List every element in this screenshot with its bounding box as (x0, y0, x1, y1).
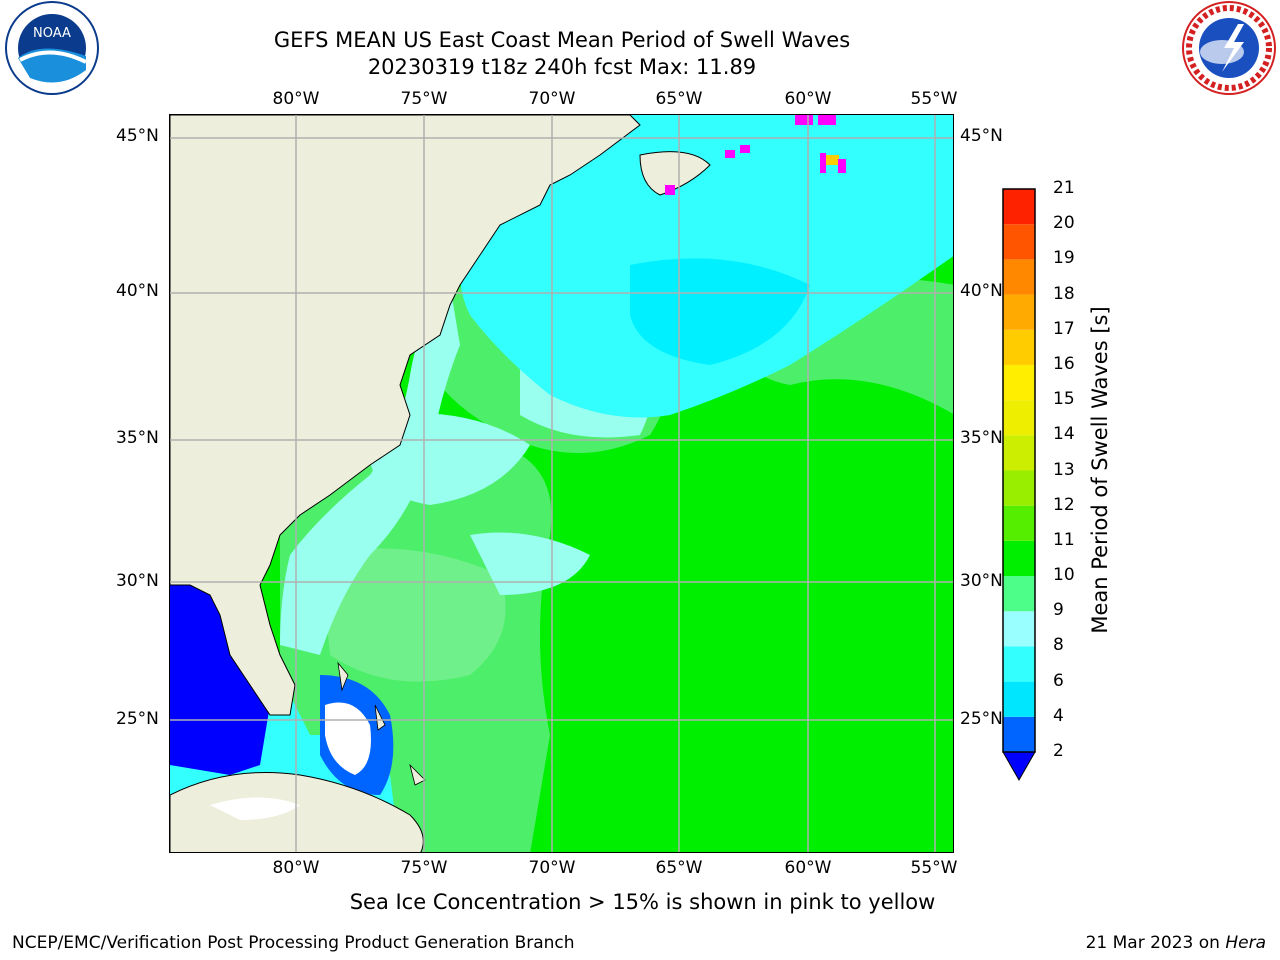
map-canvas (170, 115, 953, 852)
footer-machine: Hera (1225, 933, 1266, 953)
colorbar-tick-label: 2 (1053, 741, 1064, 761)
colorbar-extend-triangle (1002, 751, 1036, 782)
lon-label-top: 75°W (400, 89, 448, 109)
land-bahamas (409, 763, 426, 786)
lat-label-left: 25°N (116, 709, 159, 729)
lon-label-top: 65°W (655, 89, 703, 109)
sea-ice-pixel (740, 145, 750, 153)
colorbar-segment (1003, 716, 1035, 752)
colorbar (1002, 188, 1036, 782)
ocean-period-8-9 (280, 285, 460, 655)
sea-ice-note: Sea Ice Concentration > 15% is shown in … (349, 890, 936, 914)
lon-label-top: 55°W (910, 89, 958, 109)
nws-logo (1178, 0, 1280, 100)
lat-label-right: 35°N (960, 428, 1003, 448)
land-bahamas (374, 704, 386, 731)
colorbar-segment (1003, 224, 1035, 260)
colorbar-tick-label: 12 (1053, 494, 1075, 515)
gridlines (170, 115, 953, 852)
lat-label-right: 30°N (960, 571, 1003, 591)
sea-ice-pixel (818, 115, 836, 125)
ocean-period-8-9 (470, 532, 590, 595)
colorbar-tick-label: 15 (1053, 389, 1075, 410)
colorbar-tick-label: 11 (1053, 529, 1075, 550)
lat-label-left: 45°N (116, 126, 159, 146)
lat-label-left: 40°N (116, 281, 159, 301)
colorbar-tick-label: 14 (1053, 424, 1075, 445)
colorbar-segment (1003, 681, 1035, 717)
lat-label-right: 40°N (960, 281, 1003, 301)
sea-ice-pixel (825, 155, 839, 165)
noaa-logo: NOAA (0, 0, 104, 100)
shallow-bank (210, 797, 300, 820)
colorbar-segment (1003, 435, 1035, 471)
lon-label-bottom: 65°W (655, 858, 703, 878)
colorbar-segment (1003, 470, 1035, 506)
colorbar-tick-label: 13 (1053, 459, 1075, 480)
lat-label-left: 30°N (116, 571, 159, 591)
colorbar-segment (1003, 611, 1035, 647)
sea-ice-pixel (795, 115, 813, 125)
footer-credit: NCEP/EMC/Verification Post Processing Pr… (12, 933, 575, 953)
colorbar-segment (1003, 259, 1035, 295)
colorbar-tick-label: 4 (1053, 705, 1064, 726)
colorbar-segment (1003, 329, 1035, 365)
colorbar-frame (1002, 188, 1036, 753)
lat-label-right: 25°N (960, 709, 1003, 729)
colorbar-segment (1003, 646, 1035, 682)
sea-ice-pixel (725, 150, 735, 158)
chart-subtitle: 20230319 t18z 240h fcst Max: 11.89 (367, 55, 757, 79)
colorbar-tick-label: 17 (1053, 318, 1075, 339)
lon-label-bottom: 75°W (400, 858, 448, 878)
colorbar-tick-label: 19 (1053, 248, 1075, 269)
lon-label-bottom: 80°W (272, 858, 320, 878)
colorbar-tick-label: 9 (1053, 600, 1064, 621)
colorbar-tick-label: 20 (1053, 213, 1075, 234)
lon-label-bottom: 55°W (910, 858, 958, 878)
lon-label-bottom: 70°W (528, 858, 576, 878)
colorbar-tick-label: 10 (1053, 565, 1075, 586)
lon-label-top: 80°W (272, 89, 320, 109)
colorbar-segment (1003, 189, 1035, 225)
footer-date: 21 Mar 2023 on Hera (1086, 933, 1266, 953)
noaa-logo-text: NOAA (33, 26, 71, 41)
colorbar-tick-label: 8 (1053, 635, 1064, 656)
lon-label-bottom: 60°W (784, 858, 832, 878)
lat-label-right: 45°N (960, 126, 1003, 146)
land-north-america (170, 115, 641, 716)
chart-title: GEFS MEAN US East Coast Mean Period of S… (273, 28, 851, 52)
colorbar-segment (1003, 364, 1035, 401)
colorbar-segment (1003, 400, 1035, 436)
land-nova-scotia (639, 151, 711, 196)
colorbar-tick-label: 6 (1053, 670, 1064, 691)
lon-label-top: 60°W (784, 89, 832, 109)
colorbar-title: Mean Period of Swell Waves [s] (1088, 306, 1112, 634)
swell-period-map (169, 114, 954, 853)
lon-label-top: 70°W (528, 89, 576, 109)
colorbar-tick-label: 18 (1053, 283, 1075, 304)
land-bahamas (337, 661, 349, 692)
ocean-period-below-2 (170, 585, 270, 775)
footer-date-text: 21 Mar 2023 on (1085, 933, 1226, 953)
sea-ice-pixel (665, 185, 675, 195)
colorbar-segment (1003, 576, 1035, 612)
lat-label-left: 35°N (116, 428, 159, 448)
colorbar-segment (1003, 505, 1035, 541)
sea-ice-pixel (820, 153, 826, 173)
colorbar-segment (1003, 540, 1035, 577)
sea-ice-pixel (838, 159, 846, 173)
colorbar-tick-label: 16 (1053, 353, 1075, 374)
colorbar-tick-label: 21 (1053, 178, 1075, 198)
ocean-period-4-6 (630, 258, 810, 365)
colorbar-segment (1003, 294, 1035, 330)
